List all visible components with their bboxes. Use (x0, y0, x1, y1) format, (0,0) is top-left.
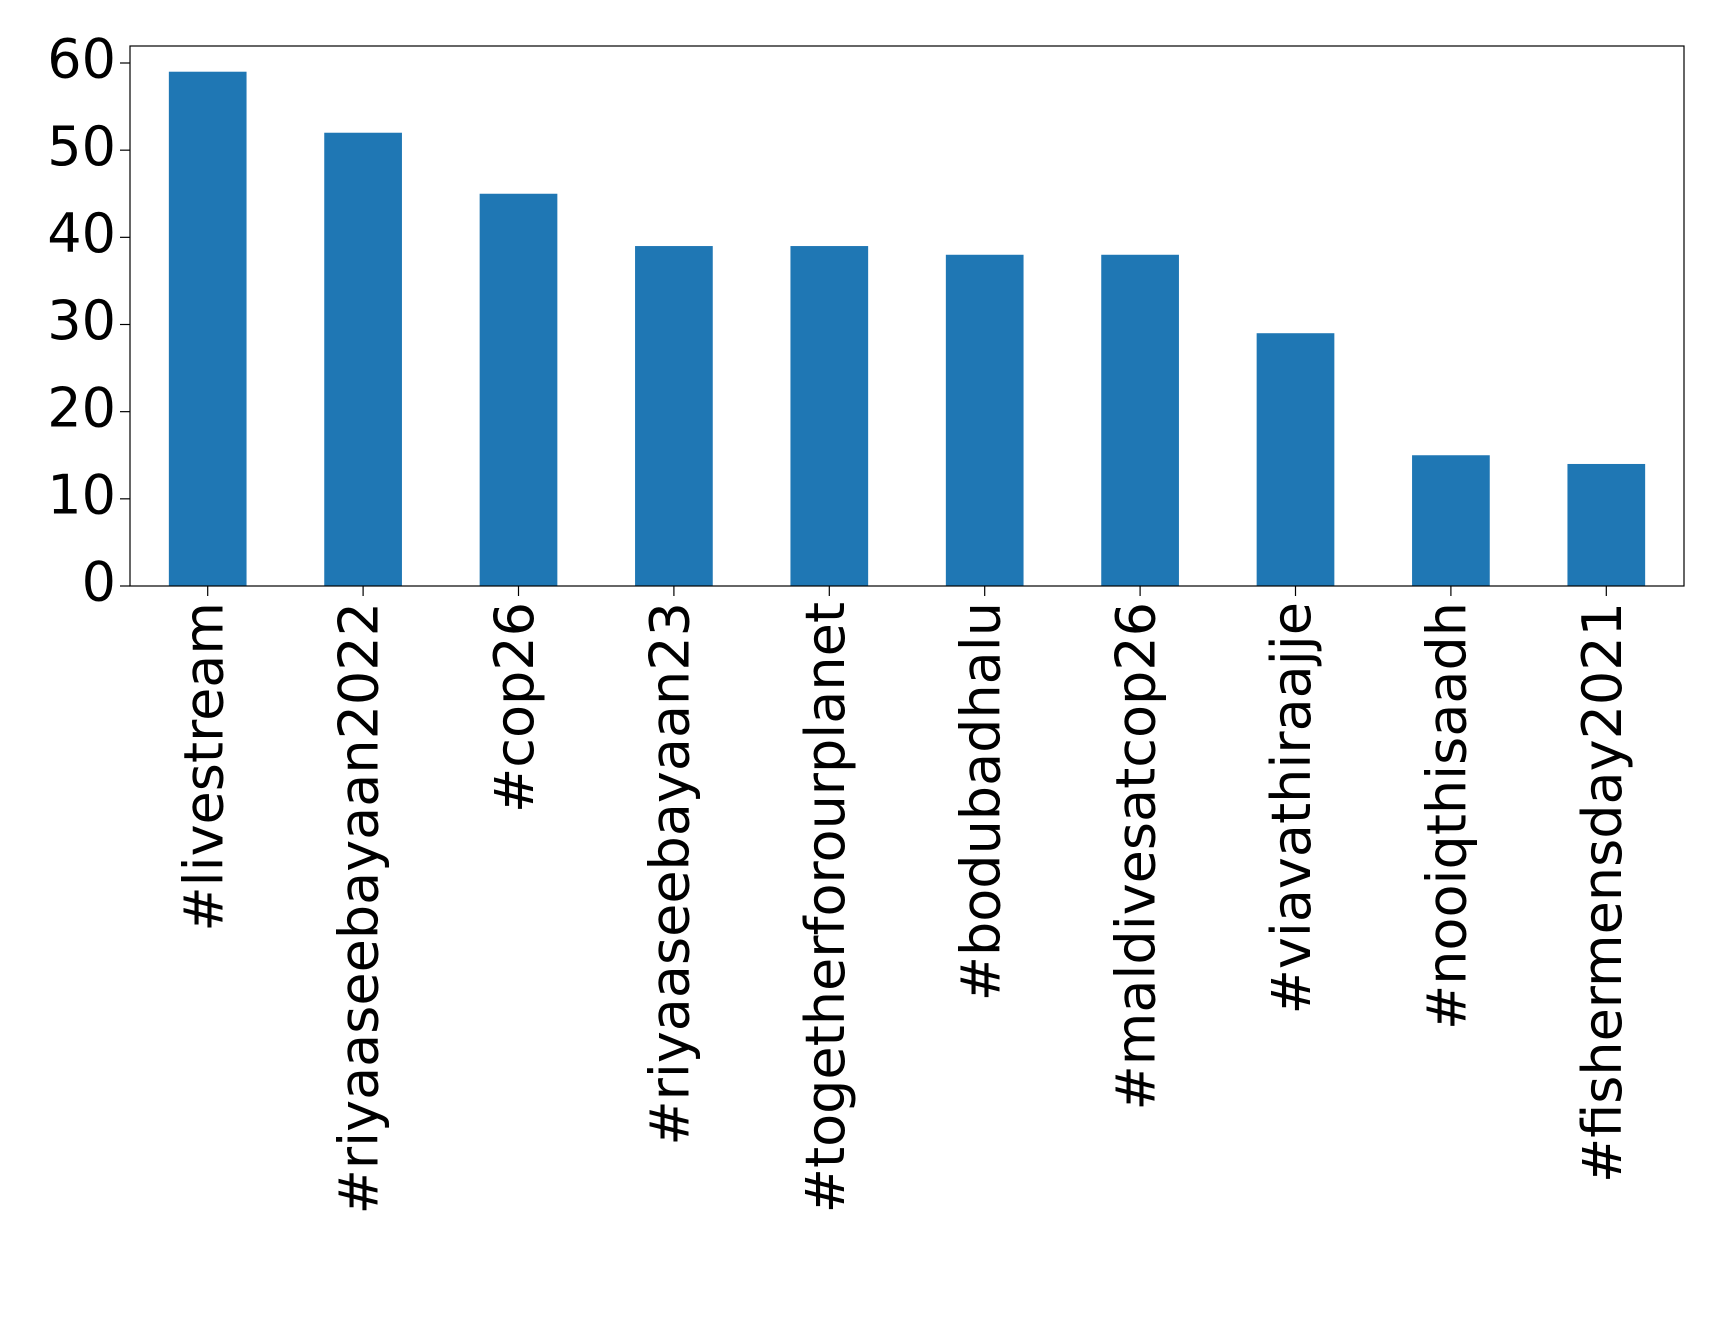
x-tick-label: #togetherforourplanet (794, 602, 857, 1213)
y-tick-label: 60 (47, 28, 116, 91)
y-tick-label: 0 (82, 551, 116, 614)
bar (945, 254, 1024, 586)
x-tick-label: #maldivesatcop26 (1105, 602, 1168, 1111)
bar (1101, 254, 1179, 586)
x-tick-label: #riyaaseebayaan2022 (328, 602, 391, 1214)
y-tick-label: 50 (47, 115, 116, 178)
x-tick-label: #livestream (172, 602, 235, 932)
y-tick-label: 10 (47, 463, 116, 526)
x-tick-label: #bodubadhalu (949, 602, 1012, 1001)
bar (168, 71, 247, 586)
y-tick-label: 20 (47, 376, 116, 439)
x-tick-label: #viavathiraajje (1260, 602, 1323, 1014)
bar (790, 246, 869, 586)
bar (324, 132, 402, 586)
x-tick-label: #nooiqthisaadh (1416, 602, 1479, 1030)
bar (1412, 455, 1490, 586)
y-tick-label: 30 (47, 289, 116, 352)
x-tick-label: #fishermensday2021 (1571, 602, 1634, 1183)
bar (479, 193, 558, 587)
bar (1256, 333, 1335, 586)
x-tick-label: #riyaaseebayaan23 (639, 602, 702, 1146)
y-tick-label: 40 (47, 202, 116, 265)
x-tick-label: #cop26 (483, 602, 546, 813)
bar (1567, 463, 1646, 586)
plot-frame (129, 45, 1685, 587)
bar (635, 246, 713, 586)
